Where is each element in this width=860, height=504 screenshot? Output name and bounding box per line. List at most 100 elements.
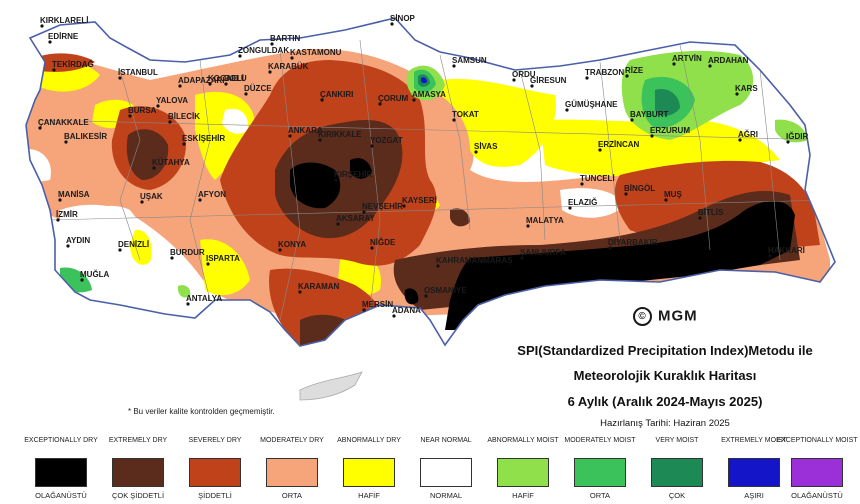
city-dot xyxy=(452,64,456,68)
city-dot xyxy=(178,84,182,88)
city-dot xyxy=(565,108,569,112)
city-label: AYDIN xyxy=(66,236,90,248)
city-name: AYDIN xyxy=(66,236,90,245)
city-dot xyxy=(170,256,174,260)
city-label: BAYBURT xyxy=(630,110,668,122)
city-dot xyxy=(452,118,456,122)
city-name: ÇANAKKALE xyxy=(38,118,89,127)
city-label: ELAZIĞ xyxy=(568,198,597,210)
city-dot xyxy=(520,256,524,260)
city-label: KARS xyxy=(735,84,758,96)
city-label: ERZURUM xyxy=(650,126,690,138)
city-dot xyxy=(298,290,302,294)
city-name: İZMİR xyxy=(56,210,78,219)
city-label: TUNCELİ xyxy=(580,174,615,186)
city-label: KIRKLARELİ xyxy=(40,16,88,28)
city-dot xyxy=(580,182,584,186)
city-dot xyxy=(585,76,589,80)
city-dot xyxy=(38,126,42,130)
city-label: KIRIKKALE xyxy=(318,130,362,142)
drought-map: KIRKLARELİ EDİRNE TEKİRDAĞ İSTANBUL SİNOP BAR… xyxy=(25,14,836,401)
city-name: KONYA xyxy=(278,240,306,249)
city-name: EDİRNE xyxy=(48,32,79,41)
city-name: KARS xyxy=(735,84,758,93)
city-label: BARTIN xyxy=(270,34,300,46)
mgm-logo: © MGM xyxy=(633,307,698,326)
city-dot xyxy=(80,278,84,282)
city-name: MUŞ xyxy=(664,190,682,199)
city-label: KAHRAMANMARAŞ xyxy=(436,256,513,268)
city-name: YOZGAT xyxy=(370,136,403,145)
city-dot xyxy=(768,254,772,258)
city-name: ERZİNCAN xyxy=(598,140,640,149)
city-label: KARAMAN xyxy=(298,282,340,294)
city-dot xyxy=(512,78,516,82)
city-dot xyxy=(608,246,612,250)
city-label: AFYON xyxy=(198,190,226,202)
city-dot xyxy=(318,138,322,142)
city-name: TEKİRDAĞ xyxy=(52,60,94,69)
city-label: RİZE xyxy=(625,66,644,78)
city-name: AKSARAY xyxy=(336,214,375,223)
legend-item: SEVERELY DRY ŞİDDETLİ xyxy=(188,437,242,500)
legend-item: EXCEPTIONALLY MOIST OLAĞANÜSTÜ xyxy=(776,437,858,500)
city-name: BAYBURT xyxy=(630,110,668,119)
city-name: YALOVA xyxy=(156,96,188,105)
city-name: BURDUR xyxy=(170,248,205,257)
city-label: ISPARTA xyxy=(206,254,240,266)
city-name: GİRESUN xyxy=(530,76,567,85)
city-label: ÇORUM xyxy=(378,94,409,106)
city-label: BOLU xyxy=(224,74,247,86)
legend-item: EXTREMELY DRY ÇOK ŞİDDETLİ xyxy=(108,437,168,500)
city-label: ANKARA xyxy=(288,126,323,138)
city-dot xyxy=(56,218,60,222)
city-label: AMASYA xyxy=(412,90,446,102)
city-dot xyxy=(40,24,44,28)
city-name: MUĞLA xyxy=(80,270,110,279)
city-name: İSTANBUL xyxy=(118,68,158,77)
city-dot xyxy=(424,294,428,298)
city-name: BARTIN xyxy=(270,34,300,43)
city-dot xyxy=(244,92,248,96)
city-name: KIRIKKALE xyxy=(318,130,362,139)
city-dot xyxy=(288,134,292,138)
city-dot xyxy=(128,114,132,118)
city-name: DÜZCE xyxy=(244,84,272,93)
city-label: YOZGAT xyxy=(370,136,403,148)
city-label: BURDUR xyxy=(170,248,205,260)
city-label: MUŞ xyxy=(664,190,682,202)
legend-item: MODERATELY MOIST ORTA xyxy=(564,437,636,500)
city-dot xyxy=(278,248,282,252)
city-label: DİYARBAKIR xyxy=(608,238,658,250)
city-label: UŞAK xyxy=(140,192,163,204)
city-label: ARTVİN xyxy=(672,54,702,66)
city-dot xyxy=(48,40,52,44)
legend-swatch xyxy=(420,458,472,487)
city-dot xyxy=(182,142,186,146)
city-name: AĞRI xyxy=(738,130,758,139)
city-label: BİLECİK xyxy=(168,112,200,124)
city-dot xyxy=(270,42,274,46)
city-label: ADAPAZARI xyxy=(178,76,225,88)
legend-swatch xyxy=(189,458,241,487)
city-label: MUĞLA xyxy=(80,270,110,282)
quality-note: * Bu veriler kalite kontrolden geçmemişt… xyxy=(128,407,275,416)
legend-swatch xyxy=(112,458,164,487)
city-dot xyxy=(64,140,68,144)
city-label: İSTANBUL xyxy=(118,68,158,80)
city-name: ADAPAZARI xyxy=(178,76,225,85)
city-label: KASTAMONU xyxy=(290,48,342,60)
city-label: IĞDIR xyxy=(786,132,808,144)
city-dot xyxy=(786,140,790,144)
city-name: ESKİŞEHİR xyxy=(182,134,225,143)
city-dot xyxy=(362,308,366,312)
city-dot xyxy=(152,166,156,170)
city-label: KONYA xyxy=(278,240,306,252)
city-name: ERZURUM xyxy=(650,126,690,135)
city-dot xyxy=(735,92,739,96)
map-title-line1: SPI(Standardized Precipitation Index)Met… xyxy=(517,343,813,358)
city-label: TEKİRDAĞ xyxy=(52,60,94,72)
city-name: KAYSERİ xyxy=(402,196,437,205)
city-name: SİNOP xyxy=(390,14,416,23)
legend-item: EXTREMELY MOIST AŞIRI xyxy=(721,437,787,500)
